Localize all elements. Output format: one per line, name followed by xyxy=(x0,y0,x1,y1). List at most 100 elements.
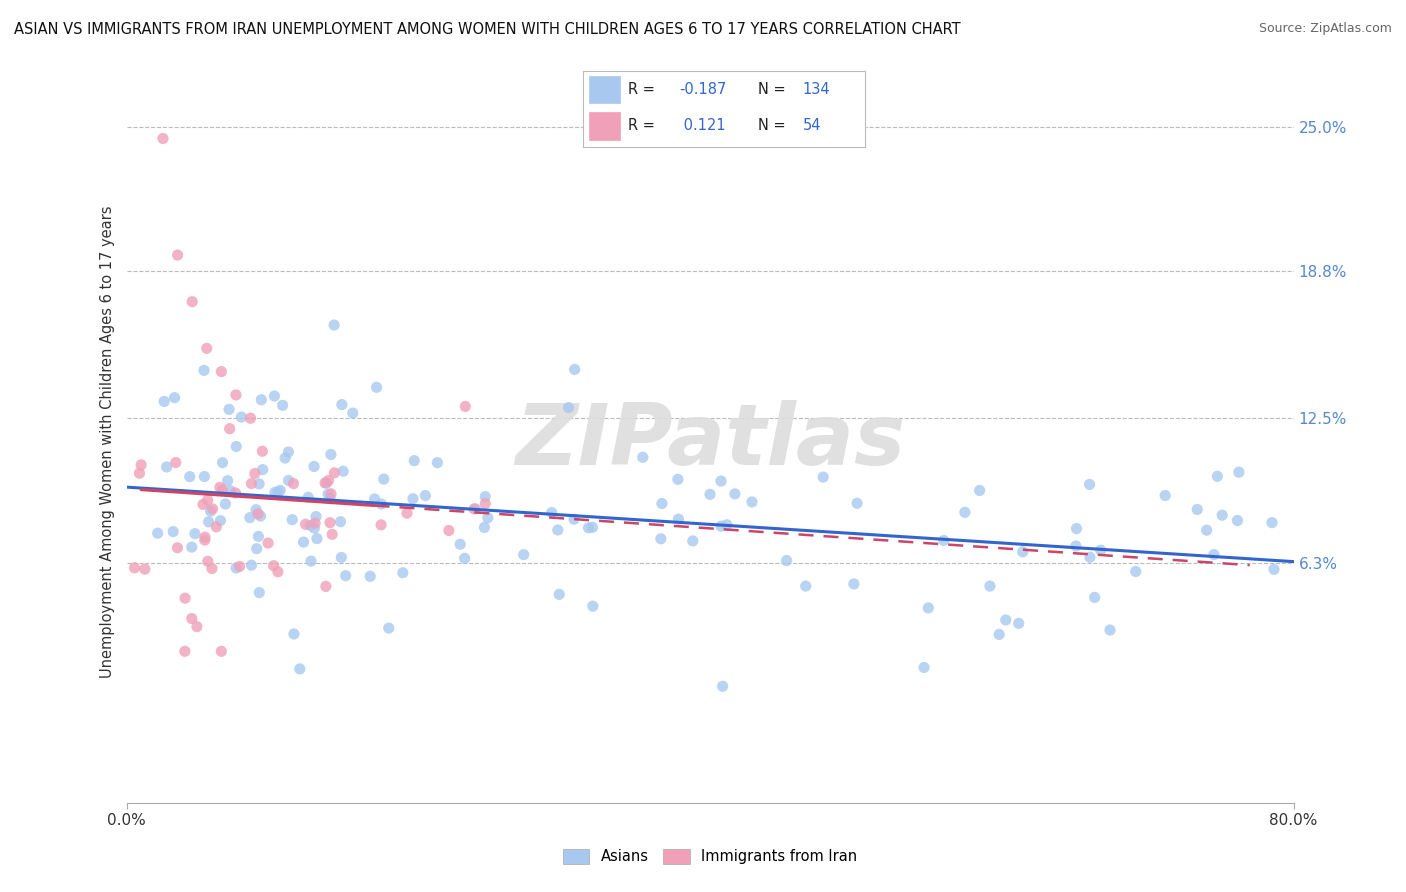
Point xyxy=(330,550,353,565)
Point xyxy=(988,627,1011,641)
Point xyxy=(319,448,342,462)
Point xyxy=(274,450,297,465)
Point xyxy=(557,401,579,415)
Point xyxy=(304,516,326,531)
Point xyxy=(294,517,316,532)
Point xyxy=(330,398,353,412)
Point xyxy=(197,493,219,508)
Point xyxy=(1211,508,1233,523)
Point xyxy=(201,561,224,575)
Point xyxy=(197,554,219,568)
Point xyxy=(463,502,485,516)
Point xyxy=(165,456,187,470)
Point xyxy=(323,466,346,480)
Point xyxy=(211,456,233,470)
Point xyxy=(163,391,186,405)
Point xyxy=(1187,502,1209,516)
Point xyxy=(512,548,534,562)
Point xyxy=(194,533,217,547)
Point xyxy=(247,529,270,543)
Point xyxy=(315,476,337,491)
Point xyxy=(249,509,271,524)
Point xyxy=(477,511,499,525)
Point xyxy=(267,484,290,499)
Point xyxy=(741,495,763,509)
Bar xyxy=(589,112,620,140)
Point xyxy=(315,579,337,593)
Point xyxy=(370,517,392,532)
Point xyxy=(1090,543,1112,558)
Point xyxy=(252,444,274,458)
Text: 54: 54 xyxy=(803,119,821,134)
Point xyxy=(245,502,267,516)
Text: N =: N = xyxy=(758,82,790,97)
Point xyxy=(240,476,263,491)
Point xyxy=(218,402,240,417)
Point xyxy=(1084,591,1107,605)
Point xyxy=(1227,465,1250,479)
Point xyxy=(283,476,305,491)
Point xyxy=(252,462,274,476)
Point xyxy=(1154,488,1177,502)
Point xyxy=(1008,616,1031,631)
Point xyxy=(404,453,426,467)
Point xyxy=(842,577,865,591)
Point xyxy=(277,445,299,459)
Text: ZIPatlas: ZIPatlas xyxy=(515,400,905,483)
Point xyxy=(267,565,290,579)
Point xyxy=(994,613,1017,627)
Point xyxy=(205,520,228,534)
Point xyxy=(302,459,325,474)
Point xyxy=(288,662,311,676)
Point xyxy=(231,410,253,425)
Point xyxy=(699,487,721,501)
Text: R =: R = xyxy=(628,82,659,97)
Point xyxy=(426,456,449,470)
Point xyxy=(297,490,319,504)
Point xyxy=(239,411,262,425)
Point xyxy=(269,483,291,498)
Point xyxy=(449,537,471,551)
Point xyxy=(1078,477,1101,491)
Point xyxy=(219,483,242,498)
Point xyxy=(464,501,486,516)
Legend: Asians, Immigrants from Iran: Asians, Immigrants from Iran xyxy=(562,849,858,864)
Point xyxy=(650,532,672,546)
Y-axis label: Unemployment Among Women with Children Ages 6 to 17 years: Unemployment Among Women with Children A… xyxy=(100,205,115,678)
Bar xyxy=(589,76,620,103)
Point xyxy=(716,517,738,532)
Point xyxy=(180,611,202,625)
Point xyxy=(363,491,385,506)
Text: 0.121: 0.121 xyxy=(679,119,725,134)
Point xyxy=(1011,545,1033,559)
Point xyxy=(211,483,233,497)
Point xyxy=(562,512,585,526)
Point xyxy=(1078,550,1101,565)
Point xyxy=(453,551,475,566)
Point xyxy=(193,363,215,377)
Point xyxy=(128,467,150,481)
Point xyxy=(710,474,733,488)
Point xyxy=(711,679,734,693)
Point xyxy=(304,521,326,535)
Point xyxy=(193,469,215,483)
Point xyxy=(179,469,201,483)
Point xyxy=(651,496,673,510)
Point xyxy=(181,294,204,309)
Point xyxy=(342,406,364,420)
Point xyxy=(277,474,299,488)
Point xyxy=(134,562,156,576)
Point xyxy=(1261,516,1284,530)
Point xyxy=(318,474,340,488)
Point xyxy=(299,554,322,568)
Point xyxy=(548,587,571,601)
Point xyxy=(263,558,285,573)
Point xyxy=(209,514,232,528)
Point xyxy=(209,365,232,379)
Point xyxy=(246,541,269,556)
Point xyxy=(208,480,231,494)
Point xyxy=(152,131,174,145)
Point xyxy=(243,467,266,481)
Point xyxy=(281,513,304,527)
Point xyxy=(979,579,1001,593)
